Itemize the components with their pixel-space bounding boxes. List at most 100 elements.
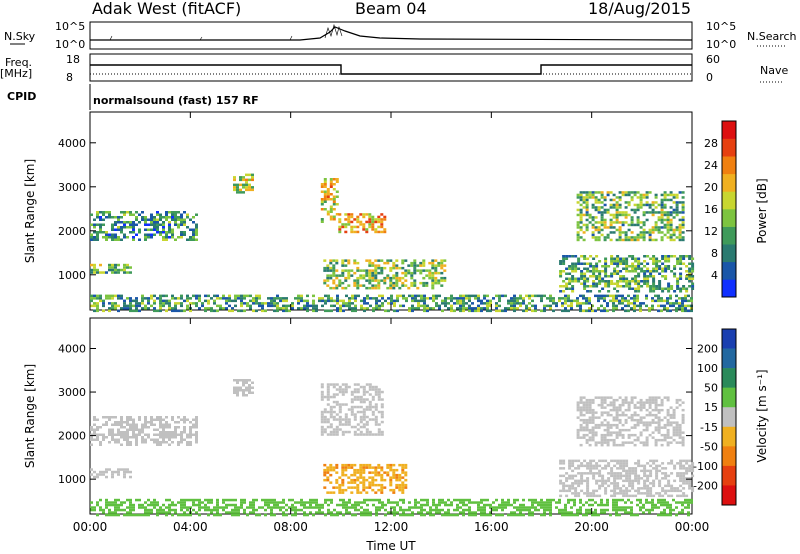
power-echo-cell: [600, 294, 603, 298]
power-echo-cell: [323, 266, 327, 270]
velocity-echo-cell: [582, 513, 585, 517]
velocity-echo-cell: [387, 498, 390, 502]
velocity-echo-cell: [625, 489, 629, 493]
power-echo-cell: [359, 213, 363, 216]
power-echo-cell: [386, 259, 390, 262]
power-echo-cell: [414, 307, 417, 310]
velocity-echo-cell: [141, 506, 144, 509]
power-echo-cell: [380, 259, 384, 262]
velocity-echo-cell: [609, 433, 613, 437]
velocity-echo-cell: [649, 492, 653, 495]
power-echo-cell: [377, 215, 381, 219]
power-echo-cell: [582, 297, 585, 300]
velocity-echo-cell: [174, 433, 177, 436]
velocity-echo-cell: [362, 410, 366, 414]
power-echo-cell: [571, 270, 575, 273]
velocity-echo-cell: [537, 501, 540, 504]
power-echo-cell: [651, 226, 655, 229]
velocity-echo-cell: [248, 384, 251, 387]
power-echo-cell: [600, 223, 604, 227]
power-echo-cell: [612, 221, 616, 224]
power-echo-cell: [189, 238, 192, 241]
power-echo-cell: [354, 297, 357, 300]
velocity-echo-cell: [574, 459, 578, 463]
power-echo-cell: [249, 294, 252, 298]
velocity-echo-cell: [589, 459, 593, 463]
power-echo-cell: [477, 304, 480, 308]
power-echo-cell: [135, 223, 138, 226]
power-echo-cell: [603, 218, 607, 222]
power-echo-cell: [610, 272, 614, 275]
velocity-echo-cell: [267, 506, 270, 509]
velocity-echo-cell: [586, 484, 590, 488]
power-echo-cell: [672, 304, 675, 308]
power-echo-cell: [634, 267, 638, 270]
power-echo-cell: [603, 223, 607, 227]
power-echo-cell: [676, 262, 680, 265]
power-echo-cell: [153, 218, 156, 221]
velocity-echo-cell: [580, 482, 584, 485]
power-echo-cell: [123, 271, 126, 274]
power-echo-cell: [468, 307, 471, 310]
velocity-echo-cell: [141, 513, 144, 517]
velocity-echo-cell: [401, 471, 405, 474]
velocity-echo-cell: [645, 426, 649, 429]
velocity-echo-cell: [162, 423, 165, 426]
power-echo-cell: [450, 299, 453, 303]
power-echo-cell: [565, 255, 569, 258]
power-echo-cell: [117, 236, 120, 239]
velocity-echo-cell: [435, 511, 438, 514]
power-echo-cell: [242, 186, 245, 189]
power-echo-cell: [582, 213, 586, 217]
power-echo-cell: [462, 309, 465, 313]
velocity-echo-cell: [589, 494, 593, 498]
velocity-echo-cell: [670, 489, 674, 493]
velocity-echo-cell: [583, 492, 587, 495]
power-echo-cell: [276, 304, 279, 308]
power-echo-cell: [576, 208, 580, 212]
power-echo-cell: [423, 294, 426, 298]
power-echo-cell: [399, 294, 402, 298]
power-echo-cell: [96, 236, 99, 239]
power-echo-cell: [234, 294, 237, 298]
velocity-echo-cell: [582, 408, 586, 412]
velocity-y-tick-label: 1000: [58, 473, 86, 486]
velocity-echo-cell: [576, 403, 580, 407]
power-echo-cell: [378, 299, 381, 303]
velocity-echo-cell: [171, 436, 174, 439]
velocity-echo-cell: [492, 508, 495, 512]
power-echo-cell: [666, 198, 670, 202]
velocity-echo-cell: [474, 513, 477, 517]
power-echo-cell: [303, 304, 306, 308]
velocity-echo-cell: [249, 511, 252, 514]
velocity-echo-cell: [619, 489, 623, 493]
power-echo-cell: [639, 226, 643, 229]
power-colorbar-tick: 20: [704, 181, 718, 194]
velocity-echo-cell: [540, 501, 543, 504]
velocity-echo-cell: [645, 421, 649, 424]
velocity-echo-cell: [585, 428, 589, 432]
velocity-echo-cell: [132, 436, 135, 439]
velocity-echo-cell: [610, 489, 614, 493]
power-echo-cell: [657, 216, 661, 219]
power-echo-cell: [123, 266, 126, 269]
power-echo-cell: [147, 233, 150, 236]
velocity-echo-cell: [675, 441, 679, 444]
velocity-echo-cell: [613, 494, 617, 498]
power-echo-cell: [688, 257, 692, 260]
power-echo-cell: [99, 223, 102, 226]
power-echo-cell: [377, 279, 381, 282]
power-echo-cell: [135, 307, 138, 310]
power-echo-cell: [663, 226, 667, 229]
power-echo-cell: [678, 233, 682, 237]
velocity-echo-cell: [351, 506, 354, 509]
power-echo-cell: [588, 196, 592, 199]
velocity-echo-cell: [326, 388, 330, 391]
velocity-echo-cell: [676, 487, 680, 490]
power-echo-cell: [627, 236, 631, 239]
power-echo-cell: [374, 274, 378, 277]
power-echo-cell: [645, 231, 649, 234]
power-echo-cell: [371, 220, 375, 224]
velocity-echo-cell: [198, 498, 201, 502]
power-echo-cell: [645, 218, 649, 222]
